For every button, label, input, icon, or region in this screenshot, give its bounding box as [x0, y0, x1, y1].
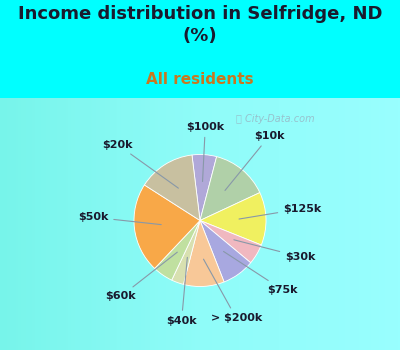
Wedge shape	[200, 220, 261, 263]
Wedge shape	[200, 157, 260, 220]
Wedge shape	[183, 220, 224, 287]
Wedge shape	[134, 185, 200, 268]
Wedge shape	[155, 220, 200, 280]
Text: $30k: $30k	[234, 240, 316, 262]
Wedge shape	[172, 220, 200, 284]
Text: $40k: $40k	[166, 257, 197, 326]
Wedge shape	[144, 155, 200, 220]
Text: $60k: $60k	[106, 252, 177, 301]
Text: $75k: $75k	[224, 251, 298, 295]
Wedge shape	[200, 220, 251, 282]
Text: Income distribution in Selfridge, ND
(%): Income distribution in Selfridge, ND (%)	[18, 5, 382, 46]
Text: > $200k: > $200k	[204, 259, 262, 323]
Text: $50k: $50k	[78, 212, 161, 225]
Text: All residents: All residents	[146, 72, 254, 87]
Text: $125k: $125k	[239, 204, 322, 219]
Wedge shape	[200, 193, 266, 245]
Wedge shape	[192, 154, 217, 220]
Text: $20k: $20k	[102, 140, 178, 188]
Text: $100k: $100k	[186, 122, 224, 182]
Text: $10k: $10k	[225, 131, 284, 190]
Text: ⓘ City-Data.com: ⓘ City-Data.com	[236, 114, 315, 124]
